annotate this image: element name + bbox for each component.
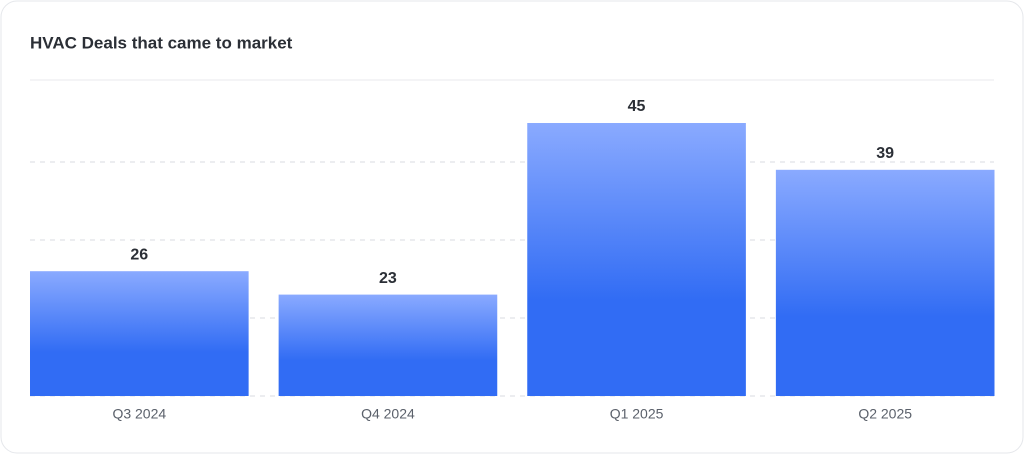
bar	[30, 271, 249, 396]
value-label: 39	[876, 145, 894, 162]
bar	[278, 294, 498, 396]
bar	[527, 123, 746, 396]
value-label: 26	[130, 246, 148, 263]
value-label: 23	[379, 270, 397, 287]
x-tick-label: Q2 2025	[858, 406, 912, 422]
bar	[775, 169, 995, 396]
x-tick-label: Q4 2024	[361, 406, 415, 422]
x-tick-label: Q3 2024	[112, 406, 166, 422]
x-tick-label: Q1 2025	[610, 406, 664, 422]
chart-title: HVAC Deals that came to market	[30, 33, 293, 52]
value-label: 45	[628, 98, 646, 115]
